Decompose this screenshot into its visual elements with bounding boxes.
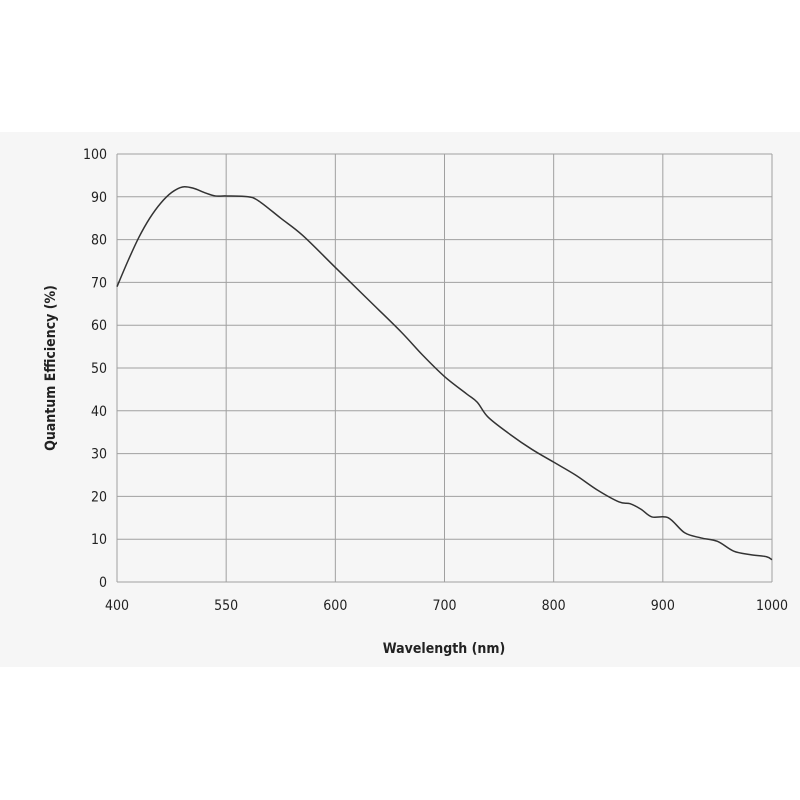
y-tick-label: 80 bbox=[91, 233, 107, 249]
qe-curve bbox=[116, 185, 773, 561]
y-tick-label: 20 bbox=[91, 489, 107, 505]
x-tick-label: 700 bbox=[432, 598, 456, 614]
y-tick-label: 40 bbox=[91, 404, 107, 420]
chart-background bbox=[0, 132, 800, 667]
x-tick-label: 900 bbox=[651, 598, 675, 614]
x-tick-label: 800 bbox=[542, 598, 566, 614]
y-tick-label: 90 bbox=[91, 190, 107, 206]
x-tick-label: 550 bbox=[214, 598, 238, 614]
y-tick-label: 60 bbox=[91, 318, 107, 334]
x-axis-label: Wavelength (nm) bbox=[383, 641, 505, 657]
x-tick-label: 400 bbox=[105, 598, 129, 614]
x-tick-label: 1000 bbox=[756, 598, 788, 614]
y-tick-label: 10 bbox=[91, 532, 107, 548]
y-tick-label: 100 bbox=[83, 147, 107, 163]
y-tick-label: 0 bbox=[99, 575, 107, 591]
x-tick-label: 600 bbox=[323, 598, 347, 614]
y-tick-label: 70 bbox=[91, 275, 107, 291]
y-tick-label: 30 bbox=[91, 447, 107, 463]
y-axis-label: Quantum Efficiency (%) bbox=[43, 285, 59, 451]
y-tick-label: 50 bbox=[91, 361, 107, 377]
